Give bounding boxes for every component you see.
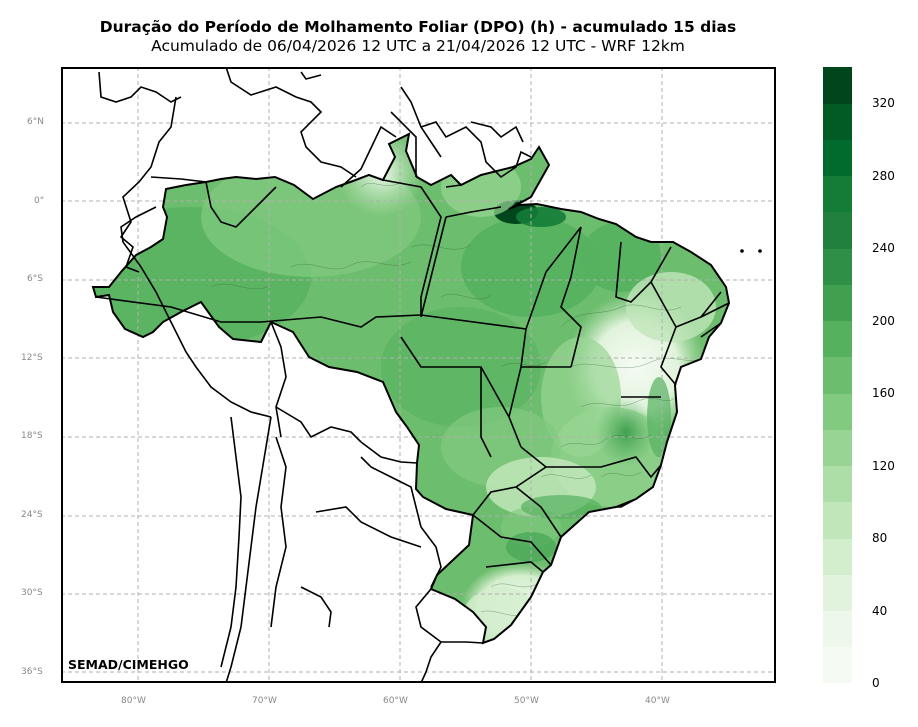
colorbar-segment [823, 211, 852, 249]
lat-tick: 30°S [21, 588, 43, 598]
colorbar-segment [823, 103, 852, 140]
colorbar-segment [823, 393, 852, 430]
map-panel [61, 67, 776, 683]
colorbar-segment [823, 501, 852, 539]
credit-label: SEMAD/CIMEHGO [68, 657, 189, 672]
chart-title-block: Duração do Período de Molhamento Foliar … [60, 18, 776, 55]
colorbar-segment [823, 175, 852, 213]
colorbar [823, 67, 852, 684]
island-marker [740, 249, 744, 253]
colorbar-segment [823, 646, 852, 684]
country-borders [98, 67, 532, 683]
lat-tick: 24°S [21, 510, 43, 520]
colorbar-label: 40 [872, 603, 888, 618]
colorbar-label: 80 [872, 531, 888, 546]
colorbar-label: 120 [872, 458, 895, 473]
chart-title: Duração do Período de Molhamento Foliar … [99, 18, 737, 36]
island-marker [758, 249, 762, 253]
map-gridlines [61, 67, 776, 683]
colorbar-segment [823, 538, 852, 575]
lat-tick: 0° [34, 196, 45, 206]
colorbar-label: 240 [872, 241, 895, 256]
lat-tick: 6°N [27, 117, 44, 127]
colorbar-segment [823, 574, 852, 612]
colorbar-segment [823, 67, 852, 104]
colorbar-segment [823, 139, 852, 177]
lon-tick: 80°W [121, 696, 146, 706]
colorbar-label: 280 [872, 168, 895, 183]
lon-tick: 60°W [383, 696, 408, 706]
colorbar-segment [823, 248, 852, 285]
lat-tick: 36°S [21, 667, 43, 677]
colorbar-segment [823, 284, 852, 322]
colorbar-label: 160 [872, 386, 895, 401]
state-borders [95, 111, 730, 573]
lon-tick: 70°W [252, 696, 277, 706]
lon-tick: 50°W [514, 696, 539, 706]
map-svg [61, 67, 776, 683]
chart-subtitle: Acumulado de 06/04/2026 12 UTC a 21/04/2… [151, 37, 685, 55]
colorbar-segment [823, 610, 852, 648]
colorbar-segment [823, 429, 852, 467]
colorbar-segment [823, 356, 852, 394]
colorbar-segment [823, 465, 852, 503]
lat-tick: 6°S [27, 274, 43, 284]
colorbar-segment [823, 320, 852, 358]
lat-tick: 18°S [21, 431, 43, 441]
colorbar-label: 0 [872, 676, 880, 690]
lat-tick: 12°S [21, 353, 43, 363]
lon-tick: 40°W [645, 696, 670, 706]
map-frame-border [61, 67, 776, 683]
colorbar-label: 200 [872, 313, 895, 328]
colorbar-label: 320 [872, 96, 895, 111]
